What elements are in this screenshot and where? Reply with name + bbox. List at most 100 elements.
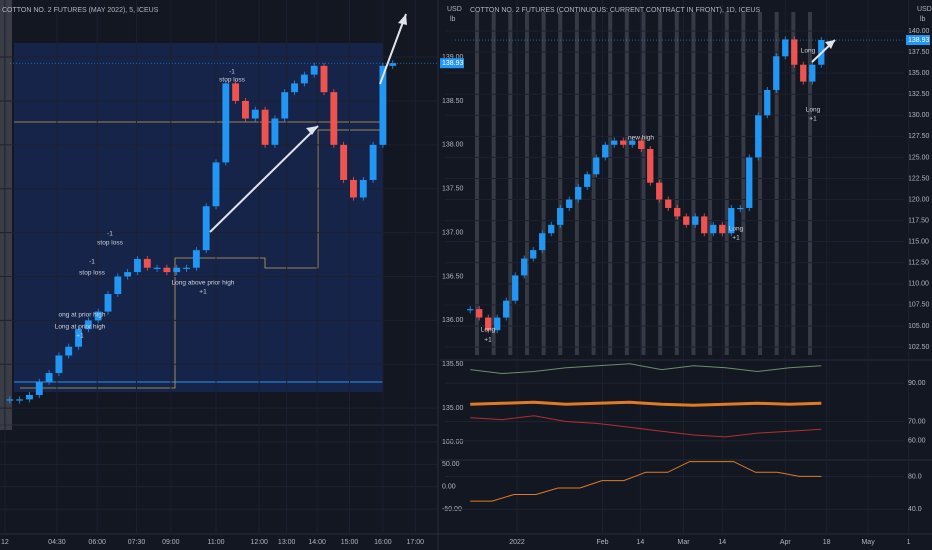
candle bbox=[728, 207, 735, 234]
week-stripe bbox=[541, 12, 546, 355]
candle bbox=[782, 39, 789, 57]
y-tick-label: 138.00 bbox=[442, 142, 464, 149]
annotation: Long bbox=[801, 48, 816, 55]
candle bbox=[251, 109, 259, 119]
annotation: Long at prior high bbox=[55, 324, 106, 331]
candle bbox=[503, 300, 510, 318]
candle bbox=[647, 148, 654, 183]
indicator-line bbox=[470, 363, 822, 375]
x-tick-label: 11:00 bbox=[208, 539, 225, 546]
last-price-label: 138.93 bbox=[442, 60, 464, 67]
range-box bbox=[14, 43, 383, 392]
candle bbox=[674, 207, 681, 217]
candle bbox=[65, 346, 73, 356]
x-tick-label: 06:00 bbox=[88, 539, 106, 546]
y-tick-label: 137.00 bbox=[442, 229, 464, 236]
candle bbox=[320, 65, 328, 93]
week-stripe bbox=[508, 12, 513, 355]
annotation: +1 bbox=[809, 116, 817, 123]
week-stripe bbox=[608, 12, 613, 355]
candle bbox=[611, 140, 618, 145]
y-tick-label: 135.50 bbox=[442, 361, 464, 368]
week-stripe bbox=[791, 12, 796, 355]
candle bbox=[94, 311, 102, 321]
candle bbox=[222, 83, 230, 163]
candle bbox=[379, 65, 387, 145]
x-tick-label: 2022 bbox=[509, 539, 525, 546]
candle bbox=[104, 294, 112, 312]
candle bbox=[539, 233, 546, 251]
candle bbox=[665, 199, 672, 208]
candle bbox=[584, 174, 591, 187]
annotation: stop loss bbox=[79, 270, 105, 277]
candle bbox=[656, 182, 663, 200]
y-tick-label: 127.50 bbox=[908, 133, 930, 140]
y-tick-label: 105.00 bbox=[908, 323, 930, 330]
week-stripe bbox=[491, 12, 496, 355]
candle bbox=[350, 179, 357, 198]
y-tick-label: 70.00 bbox=[908, 418, 926, 425]
candle bbox=[281, 92, 289, 119]
week-stripe bbox=[591, 12, 596, 355]
candle bbox=[530, 250, 537, 259]
annotation: -1 bbox=[229, 69, 235, 76]
y-tick-label: 50.00 bbox=[442, 461, 460, 468]
annotation: Long bbox=[806, 107, 821, 114]
week-stripe bbox=[774, 12, 779, 355]
candle bbox=[476, 309, 483, 318]
x-tick-label: 12:00 bbox=[250, 539, 268, 546]
candle bbox=[719, 224, 726, 234]
week-stripe bbox=[758, 12, 763, 355]
week-stripe bbox=[574, 12, 579, 355]
y-tick-label: 125.00 bbox=[908, 154, 930, 161]
candle bbox=[548, 224, 555, 234]
candle bbox=[340, 144, 348, 180]
y-tick-label: 40.0 bbox=[908, 506, 922, 513]
x-tick-label: 09:00 bbox=[162, 539, 180, 546]
candle bbox=[173, 267, 181, 273]
y-tick-label: 102.50 bbox=[908, 344, 930, 351]
candle bbox=[737, 207, 744, 210]
indicator-line bbox=[470, 400, 822, 407]
arrow-head bbox=[825, 40, 835, 49]
x-tick-label: 16:00 bbox=[374, 539, 392, 546]
last-price-box bbox=[906, 35, 930, 46]
candle bbox=[389, 63, 397, 66]
x-tick-label: 15:00 bbox=[341, 539, 359, 546]
candle bbox=[512, 275, 519, 301]
y-tick-label: 117.50 bbox=[908, 217, 929, 224]
annotation: +1 bbox=[76, 333, 84, 340]
annotation: -1 bbox=[89, 259, 95, 266]
candle bbox=[35, 381, 43, 395]
x-tick-label: 17:00 bbox=[407, 539, 425, 546]
candle bbox=[575, 186, 582, 200]
candle bbox=[485, 317, 492, 331]
candle bbox=[242, 100, 249, 119]
candle bbox=[602, 144, 609, 158]
annotation: +1 bbox=[199, 289, 207, 296]
y-tick-label: 110.00 bbox=[908, 281, 929, 288]
week-stripe bbox=[808, 12, 812, 355]
week-stripe bbox=[558, 12, 563, 355]
candle bbox=[692, 216, 699, 225]
x-tick-label: 14 bbox=[718, 539, 726, 546]
x-tick-label: 14:00 bbox=[308, 539, 326, 546]
candle bbox=[710, 224, 717, 234]
candle bbox=[163, 267, 171, 273]
y-tick-label: 122.50 bbox=[908, 175, 930, 182]
candle bbox=[800, 64, 807, 82]
y-tick-label: 138.50 bbox=[442, 98, 464, 105]
week-stripe bbox=[691, 12, 696, 355]
annotation: Long bbox=[729, 226, 744, 233]
x-tick-label: Mar bbox=[678, 539, 691, 546]
annotation: +1 bbox=[732, 235, 740, 242]
annotation: ong at prior high bbox=[59, 312, 106, 319]
candle bbox=[6, 399, 14, 401]
arrow-head bbox=[306, 126, 318, 135]
x-tick-label: 14 bbox=[636, 539, 644, 546]
candle bbox=[16, 399, 24, 401]
unit: lb bbox=[920, 16, 926, 23]
candle bbox=[359, 179, 367, 198]
x-tick-label: 12 bbox=[1, 539, 9, 546]
candle bbox=[629, 140, 636, 145]
